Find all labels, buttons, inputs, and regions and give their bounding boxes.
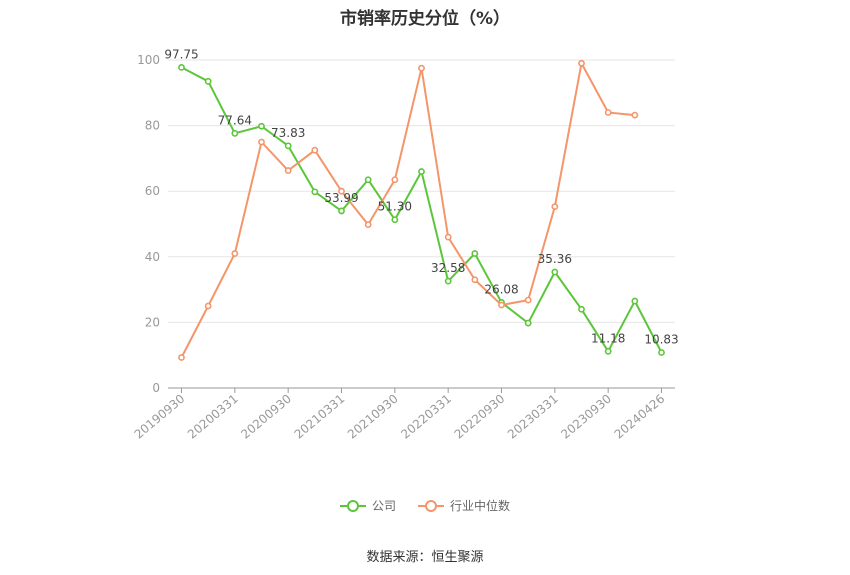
data-point[interactable]: [604, 347, 612, 355]
x-tick-label: 20230930: [558, 392, 614, 442]
series-line-1: [180, 62, 635, 358]
y-tick-label: 60: [145, 184, 160, 198]
x-tick-label: 20220331: [398, 392, 454, 442]
data-label: 53.99: [324, 191, 358, 205]
data-point[interactable]: [364, 221, 372, 229]
x-tick-label: 20230331: [505, 392, 561, 442]
data-point[interactable]: [658, 349, 665, 356]
data-point[interactable]: [284, 167, 292, 174]
data-point[interactable]: [204, 77, 212, 85]
data-label: 26.08: [484, 282, 518, 296]
data-point[interactable]: [178, 63, 185, 71]
x-tick-label: 20200930: [238, 392, 294, 442]
data-point[interactable]: [551, 203, 559, 211]
data-point[interactable]: [498, 301, 505, 309]
data-point[interactable]: [578, 59, 585, 67]
data-point[interactable]: [631, 111, 639, 119]
data-label: 10.83: [644, 332, 678, 346]
data-point[interactable]: [631, 297, 639, 305]
x-tick-label: 20200331: [185, 392, 241, 442]
data-point[interactable]: [444, 277, 452, 285]
y-tick-label: 0: [152, 381, 160, 395]
data-point[interactable]: [391, 216, 399, 224]
data-point[interactable]: [418, 168, 425, 175]
data-label: 97.75: [164, 47, 198, 61]
data-label: 32.58: [431, 261, 465, 275]
data-point[interactable]: [311, 188, 319, 196]
chart-title: 市销率历史分位（%）: [339, 9, 511, 29]
data-label: 51.30: [378, 200, 412, 214]
data-source: 数据来源：恒生聚源: [366, 550, 484, 565]
x-tick-label: 20220930: [452, 392, 508, 442]
data-point[interactable]: [444, 233, 452, 241]
legend-item-industry-median[interactable]: 行业中位数: [418, 497, 510, 514]
grid-lines: [168, 59, 675, 323]
data-point[interactable]: [258, 122, 265, 130]
chart-legend: 公司 行业中位数: [0, 497, 850, 514]
data-point[interactable]: [311, 146, 319, 154]
series-line-0: [181, 66, 663, 353]
data-point[interactable]: [338, 187, 345, 195]
data-point[interactable]: [418, 64, 425, 72]
x-tick-label: 20210930: [345, 392, 401, 442]
data-point[interactable]: [231, 129, 239, 137]
data-point[interactable]: [578, 305, 585, 313]
legend-item-company[interactable]: 公司: [339, 497, 396, 514]
y-tick-label: 80: [145, 119, 160, 133]
series-layer: [178, 59, 665, 361]
y-axis: 0 20 40 60 80 100: [137, 53, 160, 395]
data-point[interactable]: [204, 302, 212, 310]
x-tick-label: 20190930: [132, 392, 188, 442]
data-point[interactable]: [524, 296, 532, 304]
data-label: 77.64: [218, 113, 252, 127]
legend-label-company: 公司: [371, 499, 396, 513]
data-point[interactable]: [364, 176, 372, 184]
data-point[interactable]: [524, 319, 532, 327]
data-point[interactable]: [258, 138, 265, 146]
y-tick-label: 40: [145, 250, 160, 264]
data-label: 73.83: [271, 126, 305, 140]
data-labels: 97.75 77.64 73.83 53.99 51.30 32.58 26.08 35.36…: [164, 47, 678, 346]
data-label: 35.36: [538, 252, 572, 266]
data-point[interactable]: [284, 142, 292, 150]
data-point[interactable]: [231, 250, 239, 257]
legend-swatch-company: [339, 499, 366, 513]
data-point[interactable]: [471, 276, 479, 284]
legend-swatch-industry-median: [418, 499, 444, 513]
data-label: 11.18: [591, 331, 625, 345]
x-tick-label: 20240426: [612, 392, 668, 442]
legend-label-industry-median: 行业中位数: [450, 499, 511, 513]
data-point[interactable]: [551, 268, 559, 276]
data-point[interactable]: [178, 354, 185, 361]
x-tick-label: 20210331: [292, 392, 348, 442]
data-point[interactable]: [471, 250, 479, 257]
y-tick-label: 20: [145, 315, 160, 329]
x-axis: 2019093020200331202009302021033120210930…: [132, 387, 675, 442]
data-point[interactable]: [338, 207, 345, 215]
data-point[interactable]: [391, 176, 399, 184]
data-point[interactable]: [604, 109, 612, 116]
y-tick-label: 100: [137, 53, 160, 67]
